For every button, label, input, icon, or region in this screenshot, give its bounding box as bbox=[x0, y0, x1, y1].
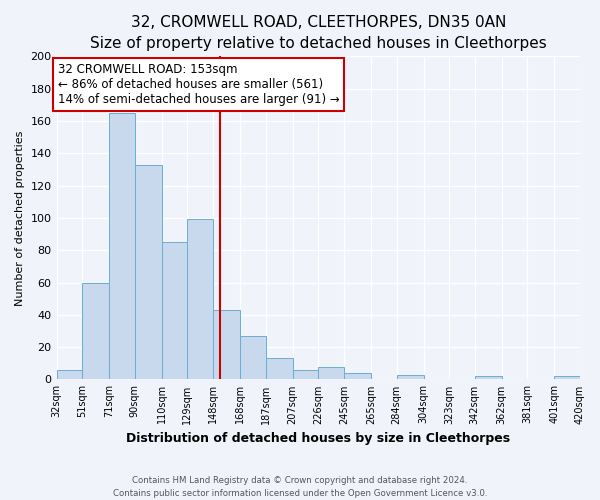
Bar bbox=[266, 358, 293, 380]
Text: Contains HM Land Registry data © Crown copyright and database right 2024.
Contai: Contains HM Land Registry data © Crown c… bbox=[113, 476, 487, 498]
Bar bbox=[318, 366, 344, 380]
Y-axis label: Number of detached properties: Number of detached properties bbox=[15, 130, 25, 306]
Bar bbox=[56, 370, 82, 380]
Bar bbox=[82, 282, 109, 380]
Bar bbox=[162, 242, 187, 380]
Bar bbox=[135, 164, 162, 380]
Bar bbox=[554, 376, 580, 380]
Bar bbox=[293, 370, 318, 380]
Title: 32, CROMWELL ROAD, CLEETHORPES, DN35 0AN
Size of property relative to detached h: 32, CROMWELL ROAD, CLEETHORPES, DN35 0AN… bbox=[90, 15, 547, 51]
X-axis label: Distribution of detached houses by size in Cleethorpes: Distribution of detached houses by size … bbox=[126, 432, 511, 445]
Bar bbox=[344, 373, 371, 380]
Bar bbox=[187, 220, 213, 380]
Text: 32 CROMWELL ROAD: 153sqm
← 86% of detached houses are smaller (561)
14% of semi-: 32 CROMWELL ROAD: 153sqm ← 86% of detach… bbox=[58, 63, 340, 106]
Bar bbox=[397, 374, 424, 380]
Bar bbox=[213, 310, 240, 380]
Bar bbox=[240, 336, 266, 380]
Bar bbox=[475, 376, 502, 380]
Bar bbox=[109, 113, 135, 380]
